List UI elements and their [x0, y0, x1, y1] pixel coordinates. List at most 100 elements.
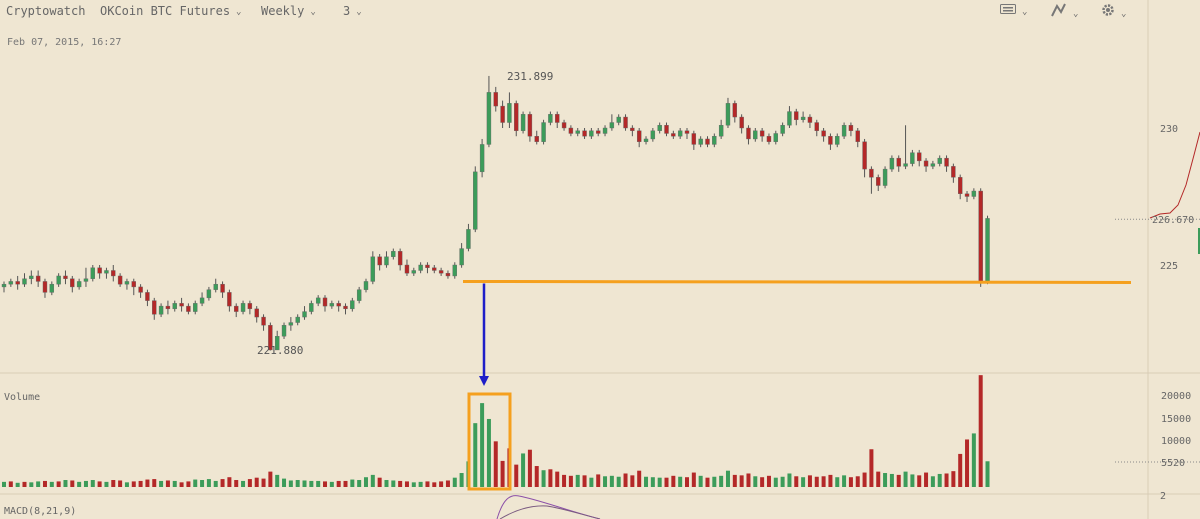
volume-bar — [930, 476, 935, 487]
volume-bar — [917, 475, 922, 487]
volume-bar — [794, 476, 799, 487]
candle-body — [616, 116, 621, 123]
settings-gear-icon — [1102, 4, 1114, 16]
volume-bar — [309, 480, 314, 487]
candle — [227, 289, 232, 312]
candle-body — [691, 133, 697, 145]
candle-body — [944, 157, 949, 167]
candle — [964, 191, 970, 202]
candle-body — [930, 163, 936, 167]
candle — [691, 130, 697, 150]
keyboard-button[interactable]: ⌄ — [1000, 3, 1027, 18]
candle-body — [882, 168, 888, 186]
candle-body — [732, 103, 738, 118]
zoom-selector[interactable]: 3 ⌄ — [343, 4, 362, 18]
candle-body — [623, 116, 628, 129]
candle — [596, 128, 601, 137]
volume-bar — [541, 470, 546, 487]
candle-body — [350, 300, 355, 310]
volume-bar — [814, 476, 819, 487]
volume-bar — [609, 475, 614, 487]
candle-body — [145, 292, 150, 301]
candle — [930, 160, 936, 170]
volume-bar — [425, 481, 430, 487]
candle-body — [56, 275, 61, 285]
draw-tool-button[interactable]: ⌄ — [1051, 3, 1078, 20]
candle — [739, 114, 744, 134]
candle — [370, 251, 376, 285]
volume-bar — [179, 482, 184, 487]
candle — [555, 111, 560, 128]
candle — [83, 267, 89, 287]
candle-body — [199, 297, 205, 304]
volume-bar — [29, 482, 34, 487]
candle — [773, 130, 778, 145]
market-selector[interactable]: OKCoin BTC Futures ⌄ — [100, 4, 241, 18]
candle-body — [903, 163, 908, 167]
price-tick-label: 225 — [1160, 261, 1178, 272]
volume-bar — [282, 478, 287, 487]
candle — [438, 267, 444, 276]
candle-body — [759, 130, 765, 137]
candle — [356, 286, 362, 304]
volume-bar — [883, 473, 888, 487]
volume-bar — [562, 474, 567, 487]
candle-body — [158, 305, 164, 315]
volume-bar — [411, 482, 416, 487]
candle — [377, 254, 382, 271]
candle — [951, 163, 956, 183]
candle-body — [971, 190, 977, 197]
candle-body — [650, 130, 656, 140]
volume-bar — [766, 475, 771, 487]
candle-body — [698, 138, 703, 145]
candle-body — [807, 116, 813, 123]
candle-body — [800, 116, 806, 120]
volume-bar — [985, 461, 990, 487]
volume-bar — [787, 473, 792, 487]
candle — [985, 215, 990, 285]
candle — [889, 155, 895, 172]
candle-body — [520, 114, 526, 131]
candle-body — [240, 303, 246, 312]
candle — [507, 92, 512, 128]
candle — [8, 278, 14, 287]
candle-body — [363, 281, 369, 290]
chevron-down-icon: ⌄ — [1022, 7, 1028, 17]
volume-bar — [138, 480, 143, 487]
candle — [384, 251, 389, 268]
candle — [220, 281, 225, 298]
volume-bar — [903, 471, 908, 487]
candle — [848, 122, 854, 137]
candle — [589, 128, 594, 139]
volume-bar — [316, 480, 321, 487]
volume-bar — [568, 475, 573, 487]
candle — [145, 289, 150, 307]
brand-label[interactable]: Cryptowatch — [6, 4, 86, 18]
candle-body — [527, 114, 533, 137]
candle-body — [220, 283, 225, 293]
zoom-label: 3 — [343, 4, 351, 18]
volume-bar — [951, 471, 956, 487]
candle — [657, 122, 662, 134]
candle-body — [917, 152, 922, 162]
candle — [49, 281, 55, 296]
volume-bar — [876, 471, 881, 487]
volume-bar — [698, 475, 703, 487]
period-selector[interactable]: Weekly ⌄ — [261, 4, 316, 18]
candle-body — [1, 283, 7, 288]
candle — [350, 297, 355, 312]
candle — [29, 270, 34, 285]
settings-button[interactable]: ⌄ — [1101, 3, 1126, 20]
candle-body — [281, 325, 287, 337]
candle — [869, 166, 874, 194]
volume-bar — [486, 418, 491, 487]
volume-bar — [671, 475, 676, 487]
volume-bar — [835, 477, 840, 487]
volume-bar — [712, 476, 717, 487]
candle-body — [329, 303, 335, 307]
volume-tick-label: 15000 — [1161, 414, 1191, 425]
candle-body — [384, 256, 389, 266]
candle-body — [951, 166, 956, 178]
candle — [138, 284, 143, 298]
